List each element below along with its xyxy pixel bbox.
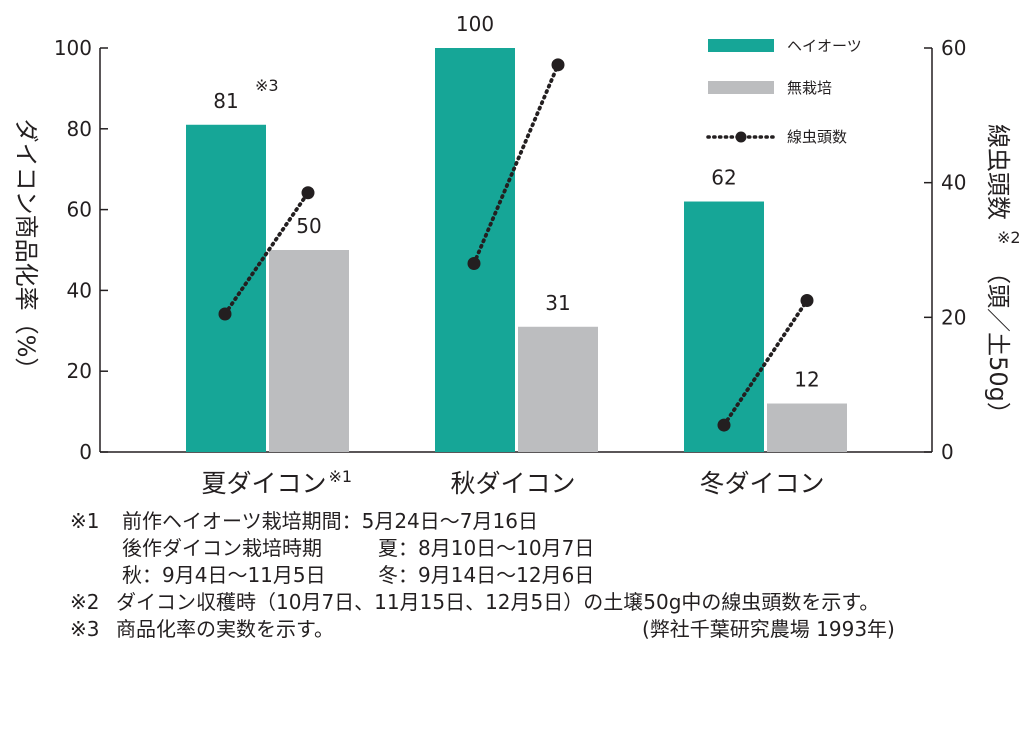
y2-axis-title-unit: （頭／土50g） bbox=[984, 260, 1012, 426]
right-tick-label-0: 0 bbox=[941, 440, 954, 464]
category-label-1: 秋ダイコン bbox=[450, 469, 575, 498]
footnote-3-text: 商品化率の実数を示す。 bbox=[116, 617, 334, 641]
footnote-1-summer: 夏：8月10日～10月7日 bbox=[378, 536, 595, 560]
footnote-2-mark: ※2 bbox=[70, 590, 100, 614]
y2-axis-title: 線虫頭数 bbox=[984, 124, 1012, 220]
footnote-2: ※2 ダイコン収穫時（10月7日、11月15日、12月5日）の土壌50g中の線虫… bbox=[70, 589, 1030, 616]
nematode-point-start-0 bbox=[218, 307, 232, 321]
right-tick-label-2: 40 bbox=[941, 171, 966, 195]
annotation-mark: ※3 bbox=[255, 76, 279, 95]
footnote-1-autumn: 秋：9月4日～11月5日 bbox=[122, 563, 326, 587]
right-tick-label-3: 60 bbox=[941, 36, 966, 60]
nematode-line-1 bbox=[472, 62, 560, 266]
left-tick-label-3: 60 bbox=[67, 198, 92, 222]
footnote-1-winter: 冬：9月14日～12月6日 bbox=[378, 563, 595, 587]
left-tick-label-0: 0 bbox=[79, 440, 92, 464]
category-label-2: 冬ダイコン bbox=[699, 469, 824, 498]
nematode-point-start-2 bbox=[717, 418, 731, 432]
footnotes: ※1 前作ヘイオーツ栽培期間：5月24日～7月16日 後作ダイコン栽培時期 夏：… bbox=[70, 508, 1030, 643]
bar-series1-cat1 bbox=[518, 326, 598, 452]
bar-label-series0-cat2: 62 bbox=[711, 166, 736, 190]
y-axis-title: ダイコン商品化率（%） bbox=[12, 119, 40, 382]
legend-label-nematode: 線虫頭数 bbox=[787, 128, 847, 146]
legend-label-heioats: ヘイオーツ bbox=[787, 37, 862, 55]
left-tick-label-5: 100 bbox=[54, 36, 92, 60]
bar-value-labels: 81 100 62 50 31 12 bbox=[213, 12, 819, 392]
nematode-point-end-0 bbox=[301, 186, 315, 200]
footnote-3: ※3 商品化率の実数を示す。 (弊社千葉研究農場 1993年) bbox=[70, 616, 1030, 643]
category-labels: 夏ダイコン ※1 秋ダイコン 冬ダイコン bbox=[201, 467, 824, 498]
bar-series0-cat2 bbox=[684, 201, 764, 452]
bar-series1-cat2 bbox=[767, 403, 847, 452]
bar-label-series1-cat0: 50 bbox=[296, 214, 321, 238]
footnote-source: (弊社千葉研究農場 1993年) bbox=[642, 617, 895, 641]
legend-marker-nematode bbox=[735, 131, 747, 143]
nematode-point-end-2 bbox=[800, 294, 814, 307]
left-tick-label-1: 20 bbox=[67, 359, 92, 383]
bars bbox=[186, 48, 847, 452]
right-tick-label-1: 20 bbox=[941, 305, 966, 329]
bar-label-series1-cat1: 31 bbox=[545, 291, 570, 315]
nematode-point-end-1 bbox=[551, 58, 565, 72]
bar-series0-cat1 bbox=[435, 48, 515, 452]
legend: ヘイオーツ 無栽培 線虫頭数 bbox=[706, 37, 862, 146]
footnote-1-cont-2: 秋：9月4日～11月5日 冬：9月14日～12月6日 bbox=[70, 562, 1030, 589]
bar-label-series1-cat2: 12 bbox=[794, 368, 819, 392]
footnote-1-text: 前作ヘイオーツ栽培期間：5月24日～7月16日 bbox=[122, 509, 538, 533]
bar-series0-cat0 bbox=[186, 124, 266, 452]
nematode-lines bbox=[218, 58, 814, 432]
nematode-point-start-1 bbox=[467, 256, 481, 270]
left-y-ticks: 0 20 40 60 80 100 bbox=[54, 36, 108, 464]
left-tick-label-4: 80 bbox=[67, 117, 92, 141]
right-y-ticks: 0 20 40 60 bbox=[924, 36, 966, 464]
footnote-1: ※1 前作ヘイオーツ栽培期間：5月24日～7月16日 bbox=[70, 508, 1030, 535]
nematode-line-0 bbox=[223, 190, 310, 316]
left-tick-label-2: 40 bbox=[67, 278, 92, 302]
legend-swatch-fallow bbox=[708, 81, 774, 94]
y2-axis-title-mark: ※2 bbox=[997, 228, 1021, 247]
category-label-0: 夏ダイコン bbox=[201, 469, 326, 498]
category-marker-0: ※1 bbox=[329, 467, 353, 486]
legend-label-fallow: 無栽培 bbox=[787, 79, 832, 97]
bar-series1-cat0 bbox=[269, 250, 349, 452]
footnote-1-cont-1: 後作ダイコン栽培時期 夏：8月10日～10月7日 bbox=[70, 535, 1030, 562]
footnote-1-mark: ※1 bbox=[70, 509, 100, 533]
legend-swatch-heioats bbox=[708, 39, 774, 52]
nematode-line-2 bbox=[722, 298, 809, 427]
footnote-3-mark: ※3 bbox=[70, 617, 100, 641]
bar-label-series0-cat0: 81 bbox=[213, 89, 238, 113]
footnote-2-text: ダイコン収穫時（10月7日、11月15日、12月5日）の土壌50g中の線虫頭数を… bbox=[116, 590, 880, 614]
chart: 0 20 40 60 80 100 0 20 40 60 81 100 62 50 31 12 夏ダイコン… bbox=[12, 12, 1021, 498]
footnote-1-planting-label: 後作ダイコン栽培時期 bbox=[122, 536, 322, 560]
bar-label-series0-cat1: 100 bbox=[456, 12, 494, 36]
